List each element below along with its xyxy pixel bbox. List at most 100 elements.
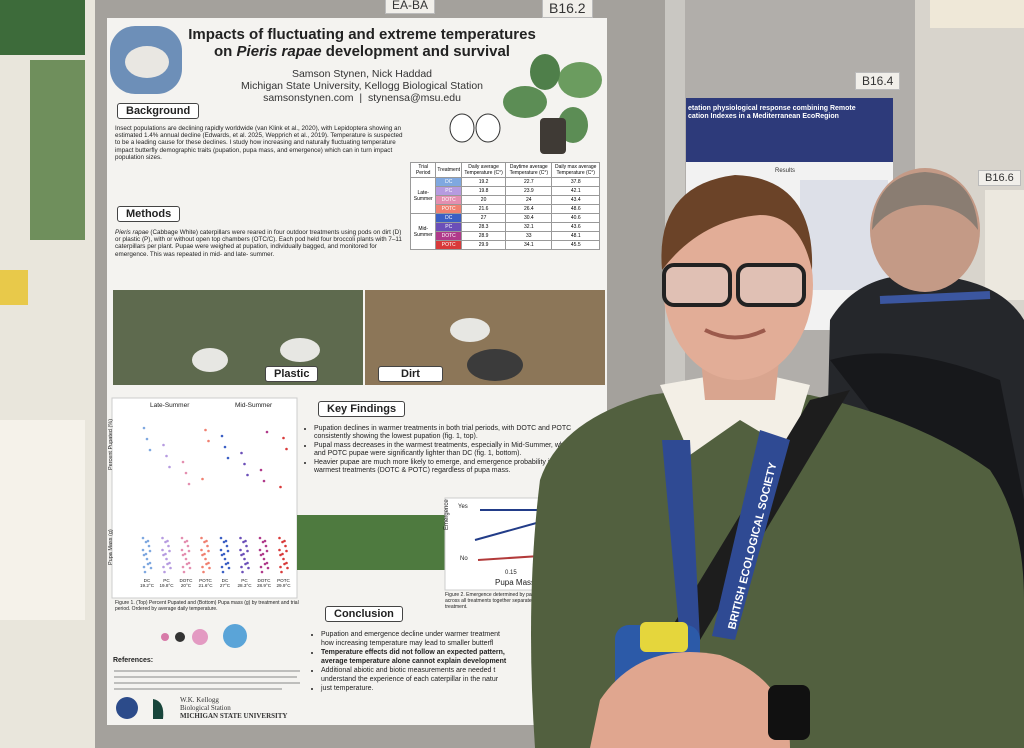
pod bbox=[280, 338, 320, 362]
lanyard-right bbox=[712, 430, 790, 640]
hair bbox=[661, 175, 813, 270]
leaf-photo bbox=[297, 515, 445, 570]
photo-dot bbox=[145, 437, 149, 441]
photo-dot bbox=[142, 553, 146, 557]
photo-dot bbox=[187, 549, 191, 553]
photo-dot bbox=[240, 451, 243, 455]
fig1-period: Mid-Summer bbox=[235, 402, 273, 409]
wing bbox=[449, 113, 475, 143]
photo-dot bbox=[167, 544, 170, 548]
photo-dot bbox=[283, 539, 286, 543]
finding: Pupal mass decreases in the warmest trea… bbox=[314, 442, 605, 458]
right-title-line: etation physiological response combining… bbox=[688, 105, 856, 112]
poster-byline: Samson Stynen, Nick Haddad Michigan Stat… bbox=[152, 68, 572, 104]
photo-dot bbox=[245, 544, 248, 548]
booth-sign: B16.4 bbox=[855, 72, 901, 90]
fig1-category: POTC 29.9°C bbox=[276, 578, 291, 589]
photo-dot bbox=[259, 565, 263, 569]
conclusion-line: average temperature alone cannot explain… bbox=[321, 658, 507, 666]
photo-dot bbox=[261, 552, 265, 556]
left-poster-photo bbox=[30, 60, 85, 240]
right-poster-title: etation physiological response combining… bbox=[688, 105, 893, 121]
photo-dot bbox=[180, 536, 184, 540]
photo-dot bbox=[201, 565, 204, 569]
photo-dot bbox=[260, 570, 264, 574]
photo-dot bbox=[283, 562, 286, 566]
photo-dot bbox=[243, 557, 246, 561]
website: samsonstynen.com bbox=[263, 92, 354, 105]
photo-dot bbox=[181, 460, 185, 464]
butterflies-decoration bbox=[161, 624, 247, 648]
photo-dot bbox=[279, 553, 282, 557]
fig1-category: DC 27°C bbox=[219, 578, 231, 589]
conclusion-line: Pupation and emergence decline under war… bbox=[321, 631, 612, 639]
photo-dot bbox=[282, 557, 285, 561]
pod bbox=[450, 318, 490, 342]
photo-dot bbox=[188, 566, 192, 570]
photo-dot bbox=[224, 539, 228, 543]
photo-dot bbox=[286, 566, 289, 570]
pot bbox=[540, 118, 566, 154]
photo-dot bbox=[141, 548, 145, 552]
spartan-logo bbox=[153, 699, 164, 719]
photo-dot bbox=[264, 544, 268, 548]
table-body: Late-Summer DC 19.2 22.7 37.8 PC 19.8 23.9 42.1 D… bbox=[409, 177, 600, 250]
photo-dot bbox=[222, 552, 226, 556]
glasses-lens bbox=[736, 263, 806, 307]
photo-dot bbox=[146, 562, 150, 566]
table-row: POTC 29.9 34.1 45.5 bbox=[411, 240, 600, 250]
photo-dot bbox=[184, 557, 188, 561]
logo-text: W.K. Kellogg Biological Station MICHIGAN… bbox=[180, 696, 287, 720]
photo-dot bbox=[205, 539, 208, 543]
photo-dot bbox=[163, 570, 166, 574]
reference-lines bbox=[114, 670, 300, 690]
photo-dot bbox=[166, 562, 169, 566]
authors: Samson Stynen, Nick Haddad bbox=[291, 68, 433, 80]
butterfly bbox=[223, 624, 247, 648]
conclusion-line: how increasing temperature may lead to s… bbox=[321, 640, 494, 648]
lanyard-left bbox=[662, 440, 700, 640]
photo-dot bbox=[243, 462, 246, 466]
photo-dot bbox=[162, 443, 165, 447]
photo-dot bbox=[162, 553, 165, 557]
fig1-category: DOTC 28.9°C bbox=[256, 578, 272, 589]
photo-dot bbox=[239, 548, 242, 552]
leaf bbox=[503, 86, 547, 118]
photo-dot bbox=[227, 566, 231, 570]
photo-dot bbox=[280, 570, 283, 574]
photo-dot bbox=[166, 539, 169, 543]
findings-list: Pupation declines in warmer treatments i… bbox=[305, 425, 605, 475]
photo-dot bbox=[182, 570, 186, 574]
booth-sign: B16.6 bbox=[978, 170, 1021, 186]
photo-dot bbox=[241, 570, 244, 574]
photo-dot bbox=[220, 553, 224, 557]
left-poster-tag bbox=[0, 270, 28, 305]
photo-dot bbox=[226, 561, 230, 565]
photo-dot bbox=[279, 485, 282, 489]
photo-dot bbox=[145, 557, 149, 561]
contacts: samsonstynen.com | stynensa@msu.edu bbox=[263, 92, 461, 105]
fig1-category: DC 19.2°C bbox=[139, 578, 155, 589]
photo-dot bbox=[186, 544, 190, 548]
pupa-icon bbox=[125, 46, 169, 78]
photo-dot bbox=[148, 448, 152, 452]
photo-dot bbox=[148, 561, 152, 565]
photo-dot bbox=[279, 565, 282, 569]
photo-dot bbox=[226, 456, 230, 460]
photo-dot bbox=[206, 544, 209, 548]
photo-dot bbox=[147, 544, 151, 548]
photo-dot bbox=[284, 544, 287, 548]
butterfly bbox=[192, 629, 208, 645]
temperature: 34.1 bbox=[505, 240, 553, 250]
photo-dot bbox=[219, 536, 223, 540]
photo-dot bbox=[202, 570, 205, 574]
photo-dot bbox=[201, 477, 204, 481]
figure2-panel bbox=[444, 497, 546, 591]
left-poster-chart bbox=[0, 420, 85, 620]
photo-dot bbox=[161, 536, 164, 540]
photo-dot bbox=[265, 549, 269, 553]
fig1-caption: Figure 1. (Top) Percent Pupated and (Bot… bbox=[115, 600, 299, 612]
butterfly-icon bbox=[449, 113, 501, 143]
conclusion-line: Temperature effects did not follow an ex… bbox=[321, 649, 612, 657]
photo-dot bbox=[146, 539, 150, 543]
